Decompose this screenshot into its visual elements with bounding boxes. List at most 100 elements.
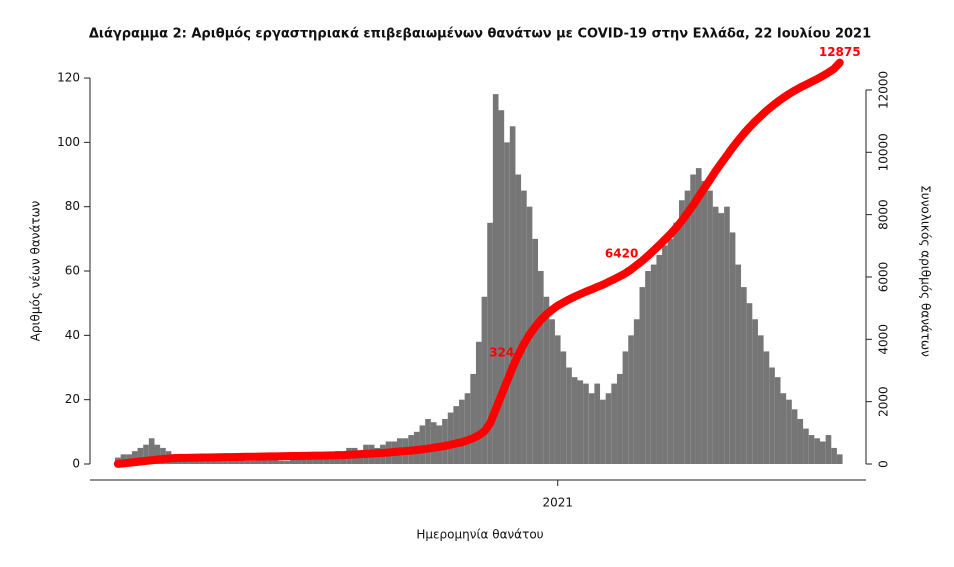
bar [272, 457, 279, 464]
bar [267, 457, 273, 464]
bar [295, 457, 302, 464]
bar [453, 406, 460, 464]
bar [583, 383, 589, 464]
bar [588, 393, 595, 464]
bar [256, 457, 262, 464]
bar [481, 296, 488, 464]
bar [222, 460, 228, 464]
bar [566, 367, 572, 464]
bar [690, 174, 696, 464]
bar [464, 393, 471, 464]
y2-tick-label: 4000 [877, 324, 891, 355]
bar [808, 435, 815, 464]
bar [786, 399, 792, 464]
bar [611, 383, 617, 464]
bar [532, 238, 538, 464]
y-tick-label: 0 [72, 457, 80, 471]
bar [814, 438, 820, 464]
bar [616, 373, 623, 464]
bar [306, 457, 313, 464]
y-tick-label: 20 [65, 392, 80, 406]
bar [475, 341, 482, 464]
bar [515, 174, 522, 464]
bar [707, 190, 713, 464]
bar [492, 94, 499, 465]
bar [679, 200, 685, 464]
bar [216, 460, 223, 464]
y-tick-label: 60 [65, 264, 80, 278]
bar [154, 444, 161, 464]
bar [633, 319, 640, 464]
bar [442, 418, 448, 464]
x-axis-label: Ημερομηνία θανάτου [416, 528, 543, 542]
bar [820, 441, 826, 464]
y2-tick-label: 12000 [877, 71, 891, 109]
bar [650, 264, 657, 464]
bar [684, 190, 691, 464]
bar [724, 206, 730, 464]
bar [769, 367, 775, 464]
y2-tick-label: 8000 [877, 199, 891, 230]
bar [746, 303, 753, 464]
bar [577, 380, 584, 464]
bar [825, 435, 832, 464]
bar [594, 383, 601, 464]
bar [498, 110, 505, 465]
bar [752, 319, 758, 464]
bar [419, 425, 426, 464]
cumulative-label: 324 [489, 345, 514, 359]
bar [628, 335, 634, 464]
x-tick-label: 2021 [542, 496, 573, 510]
y2-axis-label: Συνολικός αριθμός θανάτων [919, 185, 933, 357]
y-tick-label: 40 [65, 328, 80, 342]
bar [774, 377, 781, 464]
bar [560, 351, 567, 464]
bar [836, 454, 843, 464]
bar [791, 409, 798, 464]
bar [718, 213, 725, 464]
bar [622, 351, 629, 464]
bar [757, 335, 764, 464]
bar [250, 460, 256, 464]
bar [261, 457, 268, 464]
bar [131, 451, 138, 464]
bar [600, 399, 606, 464]
bar [509, 126, 516, 465]
bar [137, 447, 144, 464]
bar [763, 351, 770, 464]
bar [780, 393, 787, 464]
y2-tick-label: 0 [877, 460, 891, 468]
bar [538, 271, 544, 464]
bar [667, 238, 674, 464]
bar [549, 319, 555, 464]
bar [639, 287, 646, 464]
bar [301, 457, 307, 464]
bar [645, 271, 651, 464]
cumulative-label: 12875 [819, 45, 861, 59]
bar [120, 454, 127, 464]
bar [662, 245, 668, 464]
bar [729, 232, 736, 464]
chart-title: Διάγραμμα 2: Αριθμός εργαστηριακά επιβεβ… [89, 27, 871, 42]
bar [470, 373, 476, 464]
bar [571, 377, 578, 464]
cumulative-line [113, 58, 844, 468]
bar [430, 422, 437, 464]
bar [521, 190, 527, 464]
bar [605, 393, 612, 464]
y-tick-label: 100 [57, 135, 80, 149]
bar [701, 180, 708, 465]
bar [289, 457, 296, 464]
y-axis-label: Αριθμός νέων θανάτων [29, 200, 43, 341]
y2-tick-label: 6000 [877, 262, 891, 293]
bar [210, 460, 217, 464]
bar [673, 222, 679, 464]
bar [487, 222, 493, 464]
bar [278, 460, 285, 464]
bar [504, 142, 510, 464]
bar [554, 335, 561, 464]
bar [148, 438, 155, 464]
cumulative-label: 6420 [605, 246, 638, 260]
bar [735, 264, 742, 464]
